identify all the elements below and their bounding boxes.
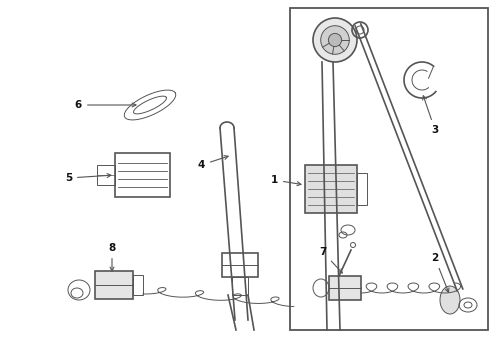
- Text: 2: 2: [431, 253, 449, 292]
- Bar: [357, 173, 367, 205]
- Text: 5: 5: [65, 173, 111, 183]
- Text: 4: 4: [197, 156, 228, 170]
- Bar: [329, 276, 361, 300]
- Bar: [95, 271, 133, 299]
- Bar: [97, 165, 115, 185]
- Bar: [222, 253, 258, 277]
- Text: 7: 7: [319, 247, 343, 273]
- Ellipse shape: [328, 33, 342, 46]
- Bar: [133, 275, 143, 295]
- Bar: [115, 153, 170, 197]
- Text: 1: 1: [271, 175, 301, 186]
- Ellipse shape: [320, 26, 349, 54]
- Bar: [290, 8, 488, 330]
- Text: 6: 6: [75, 100, 136, 110]
- Ellipse shape: [440, 286, 460, 314]
- Text: 8: 8: [108, 243, 116, 271]
- Ellipse shape: [313, 18, 357, 62]
- Bar: [305, 165, 357, 213]
- Bar: [232, 277, 248, 295]
- Text: 3: 3: [423, 96, 439, 135]
